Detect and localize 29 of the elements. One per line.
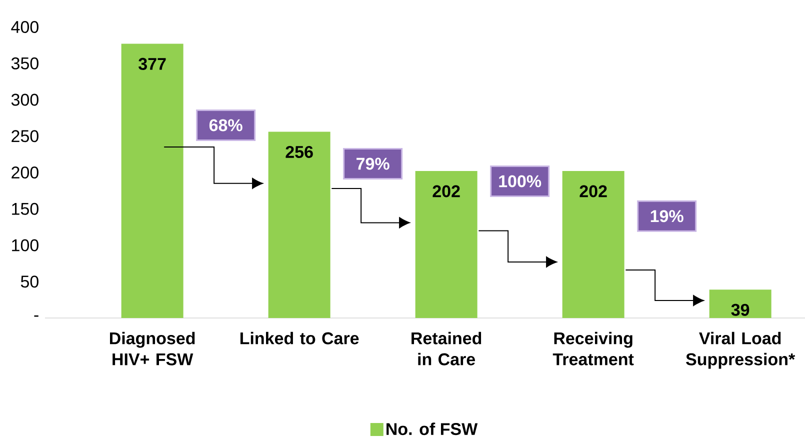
- annotation: 68%: [209, 119, 242, 132]
- y-tick-label: 300: [11, 94, 38, 106]
- x-tick-label: Diagnosed HIV+ FSW: [110, 332, 195, 366]
- annotation: 100%: [499, 175, 542, 188]
- y-tick-label: 350: [11, 57, 38, 70]
- legend-label: No. of FSW: [386, 422, 478, 436]
- y-tick-label: -: [34, 315, 38, 317]
- annotation: 19%: [650, 210, 684, 222]
- y-tick-label: 400: [11, 20, 38, 34]
- data-label: 202: [432, 185, 460, 198]
- x-tick-label: Linked to Care: [240, 332, 359, 344]
- data-label: 202: [580, 185, 607, 198]
- x-tick-label: Viral Load Suppression*: [686, 332, 796, 369]
- y-tick-label: 50: [20, 276, 38, 288]
- y-tick-label: 150: [12, 202, 38, 215]
- y-tick-label: 200: [12, 166, 38, 179]
- data-label: 377: [138, 58, 166, 70]
- annotation: 79%: [356, 158, 390, 170]
- x-tick-label: Receiving Treatment: [552, 332, 634, 366]
- y-tick-label: 250: [12, 130, 38, 142]
- data-label: 256: [286, 146, 313, 158]
- y-tick-label: 100: [12, 239, 38, 252]
- bar: [415, 171, 478, 318]
- x-tick-label: Retained in Care: [412, 332, 482, 366]
- bar: [121, 44, 184, 318]
- bar: [268, 132, 330, 318]
- bar: [709, 290, 772, 318]
- data-label: 39: [731, 304, 750, 316]
- bar: [562, 171, 624, 318]
